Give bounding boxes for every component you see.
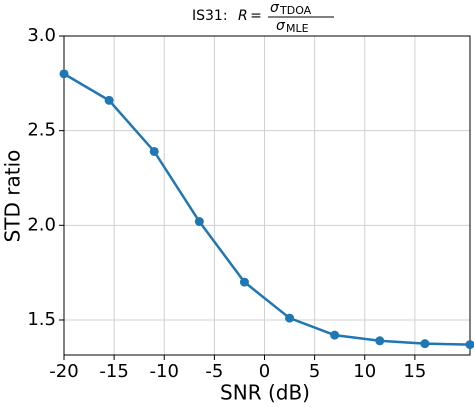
x-axis-label: SNR (dB) xyxy=(220,381,310,405)
y-axis-label: STD ratio xyxy=(1,150,25,243)
x-tick-label: -5 xyxy=(205,361,223,382)
data-point xyxy=(59,69,69,79)
chart-title: IS31: R = σ TDOA σ MLE xyxy=(192,0,334,35)
y-tick-label: 3.0 xyxy=(27,25,56,46)
data-point xyxy=(194,217,204,227)
x-tick-label: 10 xyxy=(353,361,376,382)
data-point xyxy=(285,313,295,323)
data-point xyxy=(375,336,385,346)
x-tick-label: -15 xyxy=(99,361,128,382)
title-relation: = xyxy=(250,8,262,24)
x-tick-label: 0 xyxy=(259,361,270,382)
x-tick-label: -20 xyxy=(49,361,78,382)
title-denominator-sub: MLE xyxy=(286,22,309,35)
y-tick-label: 1.5 xyxy=(27,309,56,330)
data-point xyxy=(420,339,430,349)
title-numerator: σ xyxy=(270,0,280,16)
data-point xyxy=(149,146,159,156)
data-point xyxy=(104,95,114,105)
x-tick-label: -10 xyxy=(150,361,179,382)
x-tick-label: 15 xyxy=(403,361,426,382)
title-denominator: σ xyxy=(276,18,286,34)
y-tick-label: 2.5 xyxy=(27,120,56,141)
plot-frame xyxy=(63,35,471,356)
title-text: IS31: xyxy=(192,8,228,24)
x-tick-label: 5 xyxy=(309,361,320,382)
series-line xyxy=(63,72,471,346)
title-numerator-sub: TDOA xyxy=(279,4,312,17)
title-variable: R xyxy=(238,8,248,24)
data-point xyxy=(330,330,340,340)
data-point xyxy=(239,277,249,287)
y-tick-label: 2.0 xyxy=(27,214,56,235)
data-point xyxy=(465,340,474,350)
